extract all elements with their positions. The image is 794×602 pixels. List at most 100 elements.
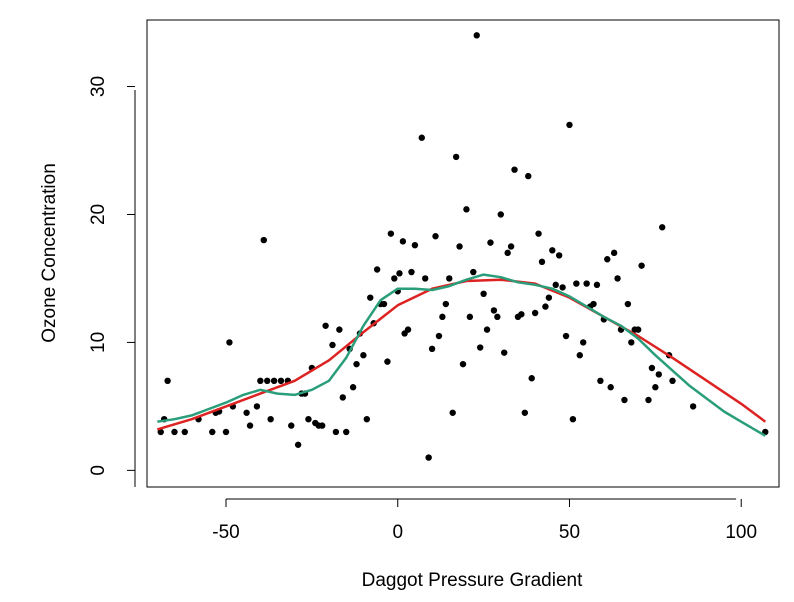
data-point — [439, 313, 446, 321]
data-point — [452, 153, 460, 161]
data-point — [597, 377, 604, 385]
data-point — [634, 326, 642, 333]
data-point — [253, 403, 261, 410]
data-point — [363, 415, 371, 423]
data-point — [562, 332, 570, 340]
data-point — [566, 121, 573, 129]
data-point — [318, 422, 326, 429]
data-point — [171, 428, 178, 436]
data-point — [628, 339, 635, 346]
data-point — [494, 313, 501, 321]
data-point — [459, 360, 467, 368]
data-point — [659, 224, 666, 231]
data-point — [528, 375, 535, 382]
data-point — [552, 281, 559, 289]
data-point — [456, 243, 463, 250]
data-point — [511, 166, 518, 173]
data-point — [367, 294, 374, 301]
data-point — [518, 311, 525, 318]
data-point — [549, 247, 556, 254]
data-point — [222, 428, 230, 436]
data-point — [349, 384, 357, 391]
data-point — [504, 249, 511, 257]
data-point — [446, 275, 453, 282]
x-tick-label: -50 — [212, 522, 239, 543]
data-point — [157, 428, 164, 436]
data-point — [604, 256, 611, 263]
data-point — [487, 239, 494, 246]
data-point — [380, 300, 388, 308]
data-point — [267, 415, 274, 423]
data-point — [418, 134, 425, 141]
data-point — [525, 172, 532, 180]
y-tick-label: 20 — [88, 204, 109, 225]
data-point — [583, 280, 590, 287]
x-tick-label: 100 — [725, 522, 757, 543]
smooth-green-line — [157, 273, 766, 437]
data-point — [559, 284, 566, 291]
data-point — [483, 326, 491, 333]
y-ticks: 0 10 20 30 — [88, 76, 135, 476]
data-point — [573, 280, 580, 287]
data-point — [339, 394, 346, 401]
x-tick-label: 50 — [559, 522, 580, 543]
data-point — [243, 409, 250, 416]
data-point — [396, 270, 403, 277]
data-point — [226, 339, 233, 346]
data-point — [425, 454, 432, 461]
data-point — [442, 300, 450, 308]
y-tick-label: 30 — [88, 76, 109, 97]
data-point — [497, 211, 504, 218]
data-point — [689, 403, 697, 410]
data-point — [576, 352, 583, 359]
data-point — [507, 243, 515, 250]
data-point — [422, 275, 429, 282]
data-point — [257, 377, 264, 385]
data-point — [399, 238, 407, 245]
data-point — [555, 252, 563, 259]
data-point — [164, 377, 171, 385]
data-point — [476, 344, 484, 351]
data-point — [614, 275, 621, 282]
data-point — [408, 268, 415, 276]
data-point — [610, 249, 618, 257]
data-point — [473, 32, 480, 39]
data-point — [652, 384, 659, 391]
data-point — [490, 307, 498, 314]
data-point — [655, 371, 662, 378]
data-point — [542, 303, 549, 310]
data-point — [638, 262, 645, 269]
data-point — [343, 428, 350, 436]
data-point — [531, 309, 539, 317]
data-point — [466, 313, 474, 321]
scatter-points — [157, 32, 769, 461]
y-axis-label: Ozone Concentration — [39, 163, 60, 343]
data-point — [360, 352, 367, 359]
data-point — [607, 384, 614, 391]
data-point — [373, 266, 381, 273]
data-point — [545, 294, 553, 301]
data-point — [538, 258, 546, 266]
plot-frame — [146, 19, 780, 488]
data-point — [387, 230, 395, 237]
data-point — [590, 300, 597, 308]
data-point — [480, 290, 487, 298]
data-point — [435, 332, 443, 340]
data-point — [332, 428, 340, 436]
data-point — [593, 281, 601, 289]
smooth-lines — [156, 273, 767, 437]
data-point — [669, 377, 676, 385]
data-point — [329, 341, 336, 349]
data-point — [449, 409, 456, 416]
data-point — [432, 233, 439, 240]
data-point — [624, 300, 632, 308]
x-ticks: -50 0 50 100 — [212, 499, 757, 543]
smooth-red-line — [156, 278, 767, 431]
data-point — [270, 377, 278, 385]
data-point — [428, 345, 436, 353]
data-point — [353, 360, 360, 368]
data-point — [648, 364, 656, 372]
data-point — [277, 377, 285, 385]
data-point — [209, 428, 216, 436]
